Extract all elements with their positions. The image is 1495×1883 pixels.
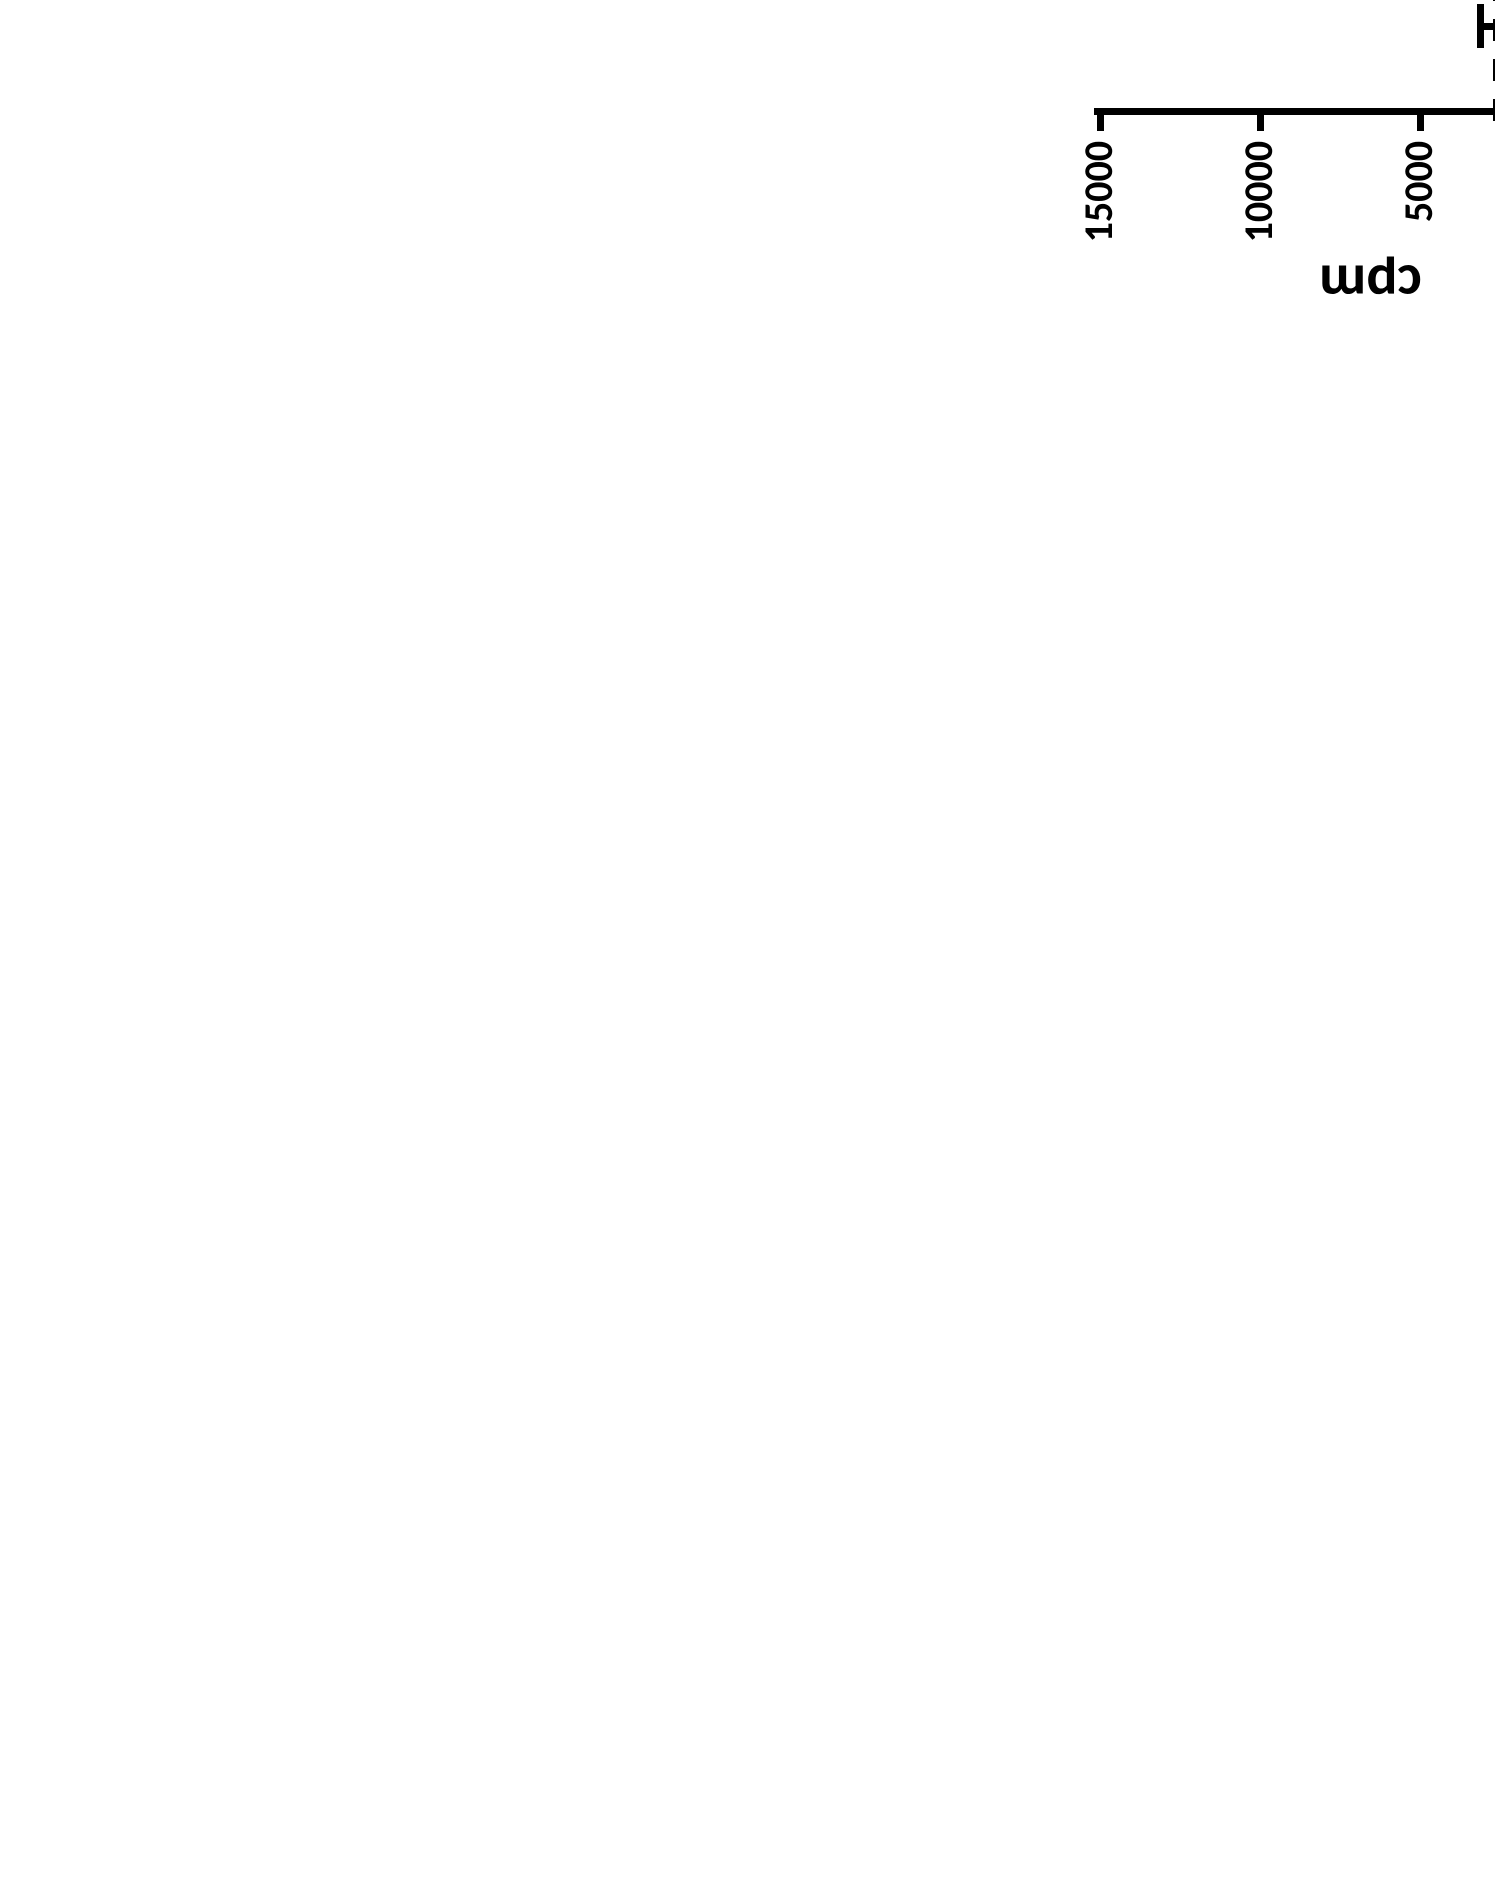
y-tick-label: 15000 <box>1074 141 1123 301</box>
y-tick-label: 5000 <box>1394 141 1443 301</box>
y-tick <box>1257 115 1264 131</box>
plot-area <box>1100 0 1495 115</box>
error-bar-cap <box>1477 4 1484 48</box>
y-tick <box>1097 115 1104 131</box>
chart-rotated-wrapper: cpm 050001000015000ControlaVISTAaPDL1AP1… <box>1060 0 1495 325</box>
y-axis-title: cpm <box>1261 250 1481 321</box>
y-tick-label: 10000 <box>1234 141 1283 301</box>
y-axis-line <box>1094 108 1495 115</box>
y-tick <box>1417 115 1424 131</box>
bar-chart: cpm 050001000015000ControlaVISTAaPDL1AP1… <box>1060 0 1495 325</box>
